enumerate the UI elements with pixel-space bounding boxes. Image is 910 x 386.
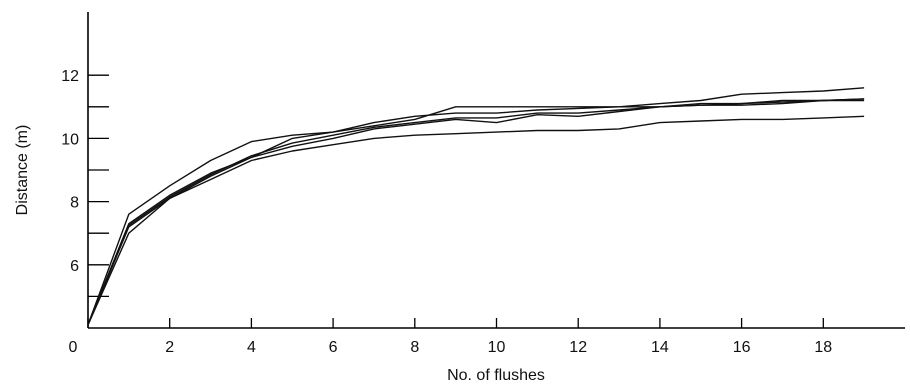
x-tick-label: 8	[410, 339, 419, 356]
y-tick-label: 10	[61, 131, 79, 148]
x-tick-label: 16	[733, 339, 751, 356]
x-tick-label: 12	[569, 339, 587, 356]
y-tick-label: 8	[70, 195, 79, 212]
series-line-3	[87, 87, 865, 326]
x-tick-label: 0	[69, 339, 78, 356]
ticks: 0 2 4 6 8 10 12 14 16 18 6 8 10 12	[61, 68, 832, 356]
x-tick-label: 18	[814, 339, 832, 356]
axes	[87, 12, 905, 329]
x-tick-label: 10	[488, 339, 506, 356]
y-axis-title: Distance (m)	[14, 125, 31, 216]
y-tick-label: 6	[70, 258, 79, 275]
x-tick-label: 6	[329, 339, 338, 356]
x-tick-label: 4	[247, 339, 256, 356]
y-tick-label: 12	[61, 68, 79, 85]
series-group	[87, 87, 865, 326]
series-line-5	[87, 98, 865, 326]
x-axis-title: No. of flushes	[447, 367, 545, 384]
x-tick-label: 14	[651, 339, 669, 356]
x-tick-label: 2	[165, 339, 174, 356]
series-line-4	[87, 98, 865, 326]
series-line-1	[87, 99, 865, 326]
series-line-2	[87, 115, 865, 326]
